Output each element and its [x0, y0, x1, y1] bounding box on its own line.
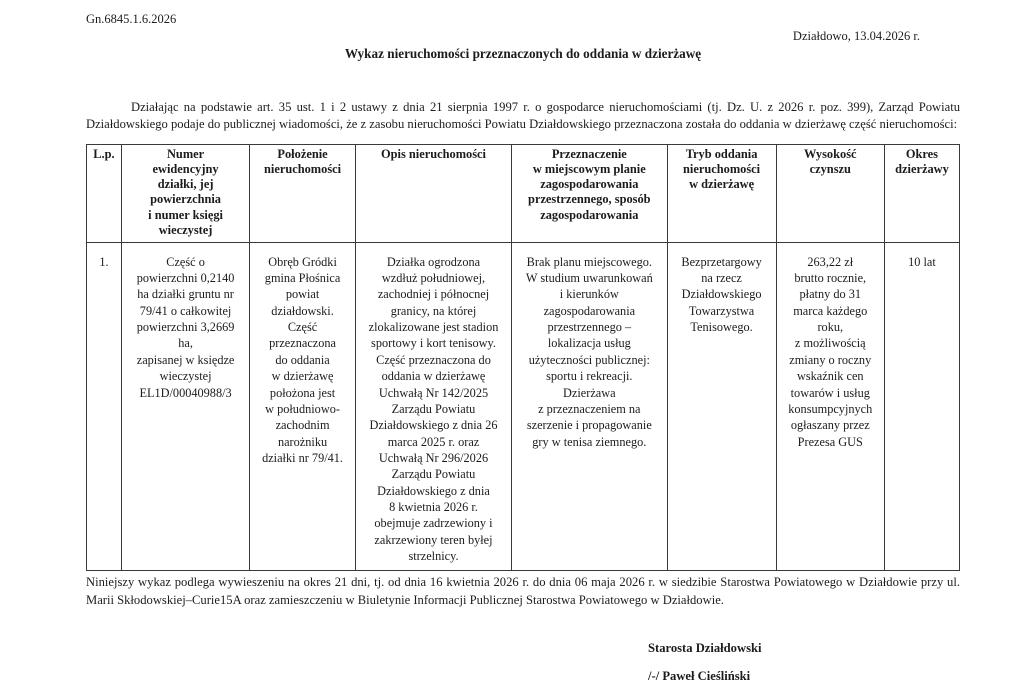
signature-role: Starosta Działdowski	[648, 640, 762, 655]
column-header-tryb-oddania: Tryb oddania nieruchomości w dzierżawę	[666, 144, 777, 243]
cell-przeznaczenie: Brak planu miejscowego. W studium uwarun…	[511, 241, 668, 572]
cell-tryb-oddania: Bezprzetargowy na rzecz Działdowskiego T…	[666, 241, 777, 572]
cell-okres-dzierzawy: 10 lat	[883, 241, 961, 572]
cell-polozenie: Obręb Gródki gmina Płośnica powiat dział…	[249, 241, 356, 572]
column-header-lp: L.p.	[86, 144, 122, 243]
document-title: Wykaz nieruchomości przeznaczonych do od…	[344, 46, 702, 61]
cell-opis: Działka ogrodzona wzdłuż południowej, za…	[354, 241, 513, 572]
column-header-przeznaczenie: Przeznaczenie w miejscowym planie zagosp…	[511, 144, 668, 243]
cell-wysokosc-czynszu: 263,22 zł brutto rocznie, płatny do 31 m…	[775, 241, 885, 572]
signature-name: /-/ Paweł Cieśliński	[648, 668, 751, 683]
cell-lp: 1.	[86, 241, 122, 572]
properties-table: L.p. Numer ewidencyjny działki, jej powi…	[86, 144, 961, 572]
reference-number: Gn.6845.1.6.2026	[86, 12, 177, 26]
table-header-row: L.p. Numer ewidencyjny działki, jej powi…	[86, 144, 961, 243]
intro-paragraph: Działając na podstawie art. 35 ust. 1 i …	[86, 100, 960, 131]
footer-paragraph: Niniejszy wykaz podlega wywieszeniu na o…	[86, 575, 960, 607]
place-date: Działdowo, 13.04.2026 r.	[792, 29, 920, 43]
cell-numer-ewidencyjny: Część o powierzchni 0,2140 ha działki gr…	[120, 241, 251, 572]
column-header-numer-ewidencyjny: Numer ewidencyjny działki, jej powierzch…	[120, 144, 251, 243]
table-row: 1. Część o powierzchni 0,2140 ha działki…	[86, 241, 961, 572]
column-header-wysokosc-czynszu: Wysokość czynszu	[775, 144, 885, 243]
column-header-polozenie: Położenie nieruchomości	[249, 144, 356, 243]
signature-block: Starosta Działdowski /-/ Paweł Cieślińsk…	[648, 641, 960, 684]
column-header-okres-dzierzawy: Okres dzierżawy	[883, 144, 961, 243]
column-header-opis: Opis nieruchomości	[354, 144, 513, 243]
